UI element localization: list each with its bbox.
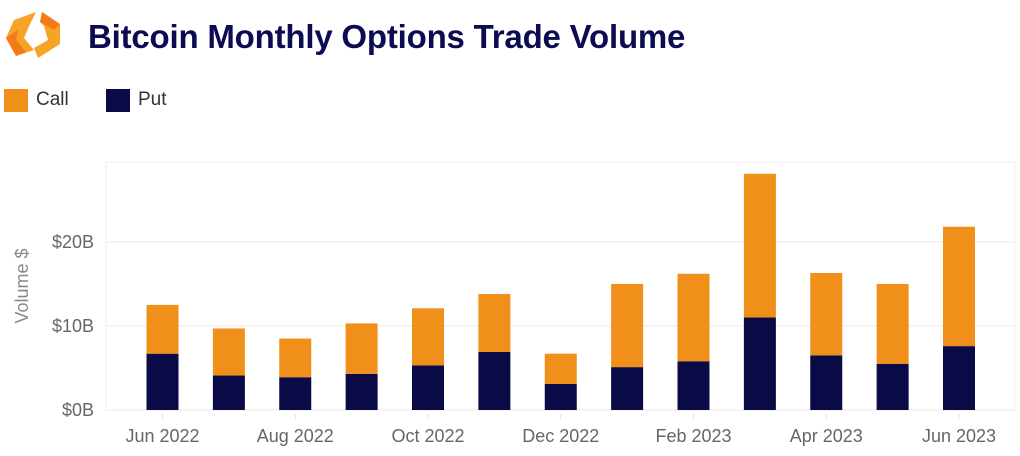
bar-put — [943, 346, 975, 410]
bar-call — [478, 293, 511, 352]
chart-title: Bitcoin Monthly Options Trade Volume — [88, 18, 686, 55]
bar-call — [876, 283, 909, 364]
y-axis: $0B $10B $20B — [52, 232, 94, 420]
bar-put — [611, 367, 644, 410]
bar-group-jan-2023 — [611, 283, 644, 410]
legend-label-call: Call — [36, 89, 69, 110]
logo-icon — [6, 12, 60, 58]
bar-call — [345, 323, 378, 374]
bar-call — [743, 173, 776, 318]
y-axis-title: Volume $ — [12, 248, 32, 323]
bars — [146, 173, 975, 410]
bar-put — [412, 365, 444, 410]
bar-put — [146, 353, 179, 410]
legend-swatch-put — [106, 88, 130, 112]
bar-group-mar-2023 — [743, 173, 776, 410]
bar-put — [544, 383, 577, 410]
bar-group-jul-2022 — [212, 328, 245, 410]
bar-group-feb-2023 — [677, 273, 710, 410]
bar-call — [146, 304, 179, 354]
bar-put — [345, 373, 378, 410]
x-tick-label: Apr 2023 — [790, 426, 863, 446]
x-tick-label: Oct 2022 — [391, 426, 464, 446]
bar-group-sep-2022 — [345, 323, 378, 410]
bar-put — [876, 363, 909, 410]
legend-item-call: Call — [4, 88, 69, 112]
bar-group-apr-2023 — [810, 272, 843, 410]
logo-right-shade — [40, 12, 60, 30]
y-tick-label: $20B — [52, 232, 94, 252]
bar-put — [478, 351, 511, 410]
x-tick-label: Aug 2022 — [257, 426, 334, 446]
bar-call — [611, 283, 644, 368]
x-tick-label: Feb 2023 — [655, 426, 731, 446]
bar-call — [279, 338, 312, 378]
bar-group-jun-2022 — [146, 304, 179, 410]
bar-group-may-2023 — [876, 283, 909, 410]
x-tick-label: Dec 2022 — [522, 426, 599, 446]
bar-call — [544, 353, 577, 384]
bar-group-nov-2022 — [478, 293, 511, 410]
legend-item-put: Put — [106, 88, 167, 112]
bar-put — [743, 317, 776, 410]
bar-group-dec-2022 — [544, 353, 577, 410]
y-tick-label: $0B — [62, 400, 94, 420]
y-tick-label: $10B — [52, 316, 94, 336]
legend-swatch-call — [4, 88, 28, 112]
bar-group-oct-2022 — [412, 308, 444, 410]
bar-call — [412, 308, 444, 366]
bar-put — [212, 375, 245, 410]
logo-left-shade — [6, 30, 26, 56]
bar-call — [943, 226, 975, 347]
bar-put — [810, 355, 843, 410]
x-tick-label: Jun 2022 — [125, 426, 199, 446]
bar-put — [279, 377, 312, 410]
bar-call — [810, 272, 843, 356]
bar-call — [212, 328, 245, 376]
bar-group-aug-2022 — [279, 338, 312, 410]
bar-put — [677, 361, 710, 410]
x-axis: Jun 2022 Aug 2022 Oct 2022 Dec 2022 Feb 2023… — [125, 414, 996, 446]
x-tick-label: Jun 2023 — [922, 426, 996, 446]
bar-group-jun-2023 — [943, 226, 975, 410]
legend-label-put: Put — [138, 89, 167, 110]
bar-call — [677, 273, 710, 362]
